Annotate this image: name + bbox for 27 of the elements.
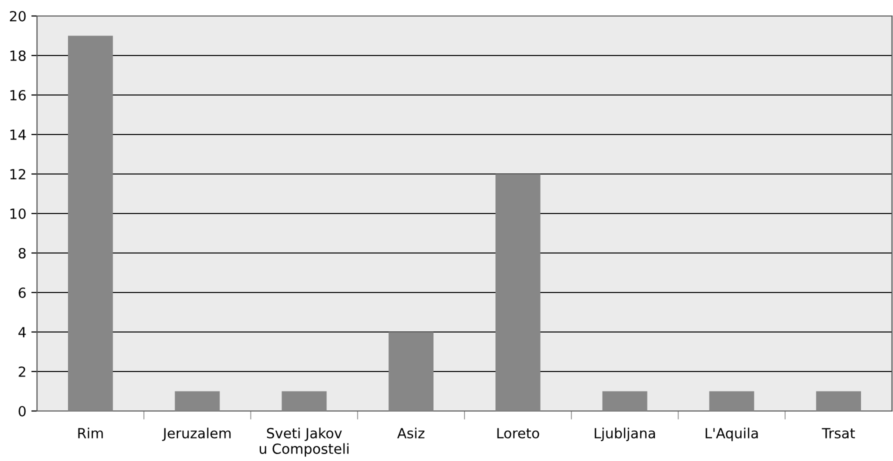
y-tick-label: 12 (10, 168, 26, 180)
x-tick-label: Loreto (497, 428, 540, 438)
y-tick-label: 2 (18, 366, 26, 377)
y-tick-label: 6 (18, 287, 26, 298)
y-tick-label: 18 (10, 50, 26, 61)
bar (709, 391, 754, 411)
bar (816, 391, 862, 411)
x-tick-label: Rim (78, 428, 103, 438)
y-tick-label: 16 (10, 90, 26, 100)
x-tick-label: Sveti Jakov u Composteli (260, 428, 348, 457)
y-tick-label: 4 (18, 327, 26, 338)
bar (495, 174, 540, 411)
x-tick-label: Trsat (822, 428, 855, 438)
y-tick-label: 8 (18, 248, 26, 258)
x-tick-label: L'Aquila (706, 428, 758, 442)
x-tick-label: Jeruzalem (162, 428, 231, 441)
y-tick-label: 10 (10, 208, 26, 219)
bar (174, 391, 220, 411)
y-tick-label: 0 (18, 406, 26, 416)
x-tick-label: Asiz (397, 428, 424, 438)
bar (68, 36, 113, 411)
bar (282, 391, 327, 411)
bar (388, 332, 434, 411)
x-tick-label: Ljubljana (594, 428, 655, 442)
y-tick-label: 20 (10, 10, 26, 22)
y-tick-label: 14 (10, 130, 26, 140)
bar (602, 391, 648, 411)
